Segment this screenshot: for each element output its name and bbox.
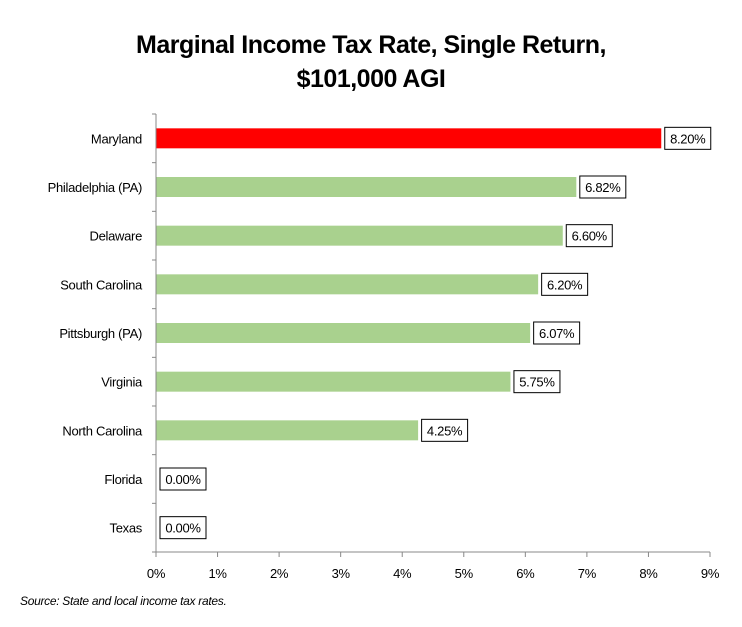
bar-maryland <box>156 128 662 149</box>
chart-title-line-2: $101,000 AGI <box>296 65 446 93</box>
bar-north-carolina <box>156 420 419 441</box>
data-label: 4.25% <box>427 423 463 438</box>
category-label: North Carolina <box>62 423 143 438</box>
chart-title: Marginal Income Tax Rate, Single Return,… <box>0 28 742 96</box>
data-label: 6.07% <box>539 326 575 341</box>
x-tick-label: 5% <box>455 566 474 581</box>
data-label-box <box>159 516 207 540</box>
data-label: 0.00% <box>165 472 201 487</box>
x-tick-label: 6% <box>516 566 535 581</box>
x-tick-label: 8% <box>639 566 658 581</box>
category-label: Virginia <box>101 375 143 390</box>
x-tick-label: 3% <box>332 566 351 581</box>
category-label: Maryland <box>91 131 142 146</box>
data-label-box <box>541 272 589 296</box>
data-label: 6.60% <box>572 229 608 244</box>
x-tick-label: 2% <box>270 566 289 581</box>
bar-pittsburgh-pa <box>156 323 531 343</box>
x-tick-label: 0% <box>147 566 166 581</box>
category-label: South Carolina <box>60 277 143 292</box>
source-note: Source: State and local income tax rates… <box>20 594 227 608</box>
data-label-box <box>421 418 469 442</box>
category-label: Delaware <box>89 229 142 244</box>
data-label-box <box>513 370 561 394</box>
category-label: Florida <box>104 472 143 487</box>
chart-title-line-1: Marginal Income Tax Rate, Single Return, <box>136 31 606 59</box>
data-label: 6.20% <box>547 277 583 292</box>
category-label: Philadelphia (PA) <box>48 180 142 195</box>
data-label-box <box>664 126 712 150</box>
bar-delaware <box>156 225 563 246</box>
data-label: 0.00% <box>165 521 201 536</box>
data-label: 5.75% <box>519 375 555 390</box>
x-tick-label: 4% <box>393 566 412 581</box>
bar-philadelphia-pa <box>156 177 577 197</box>
data-label: 8.20% <box>670 131 706 146</box>
data-label: 6.82% <box>585 180 621 195</box>
data-label-box <box>565 224 613 248</box>
x-tick-label: 7% <box>578 566 597 581</box>
bar-virginia <box>156 371 511 392</box>
category-label: Texas <box>110 521 143 536</box>
x-tick-label: 9% <box>701 566 720 581</box>
category-label: Pittsburgh (PA) <box>59 326 142 341</box>
data-label-box <box>579 175 627 199</box>
data-label-box <box>159 467 207 491</box>
bar-south-carolina <box>156 274 539 295</box>
data-label-box <box>533 321 581 345</box>
x-tick-label: 1% <box>208 566 227 581</box>
